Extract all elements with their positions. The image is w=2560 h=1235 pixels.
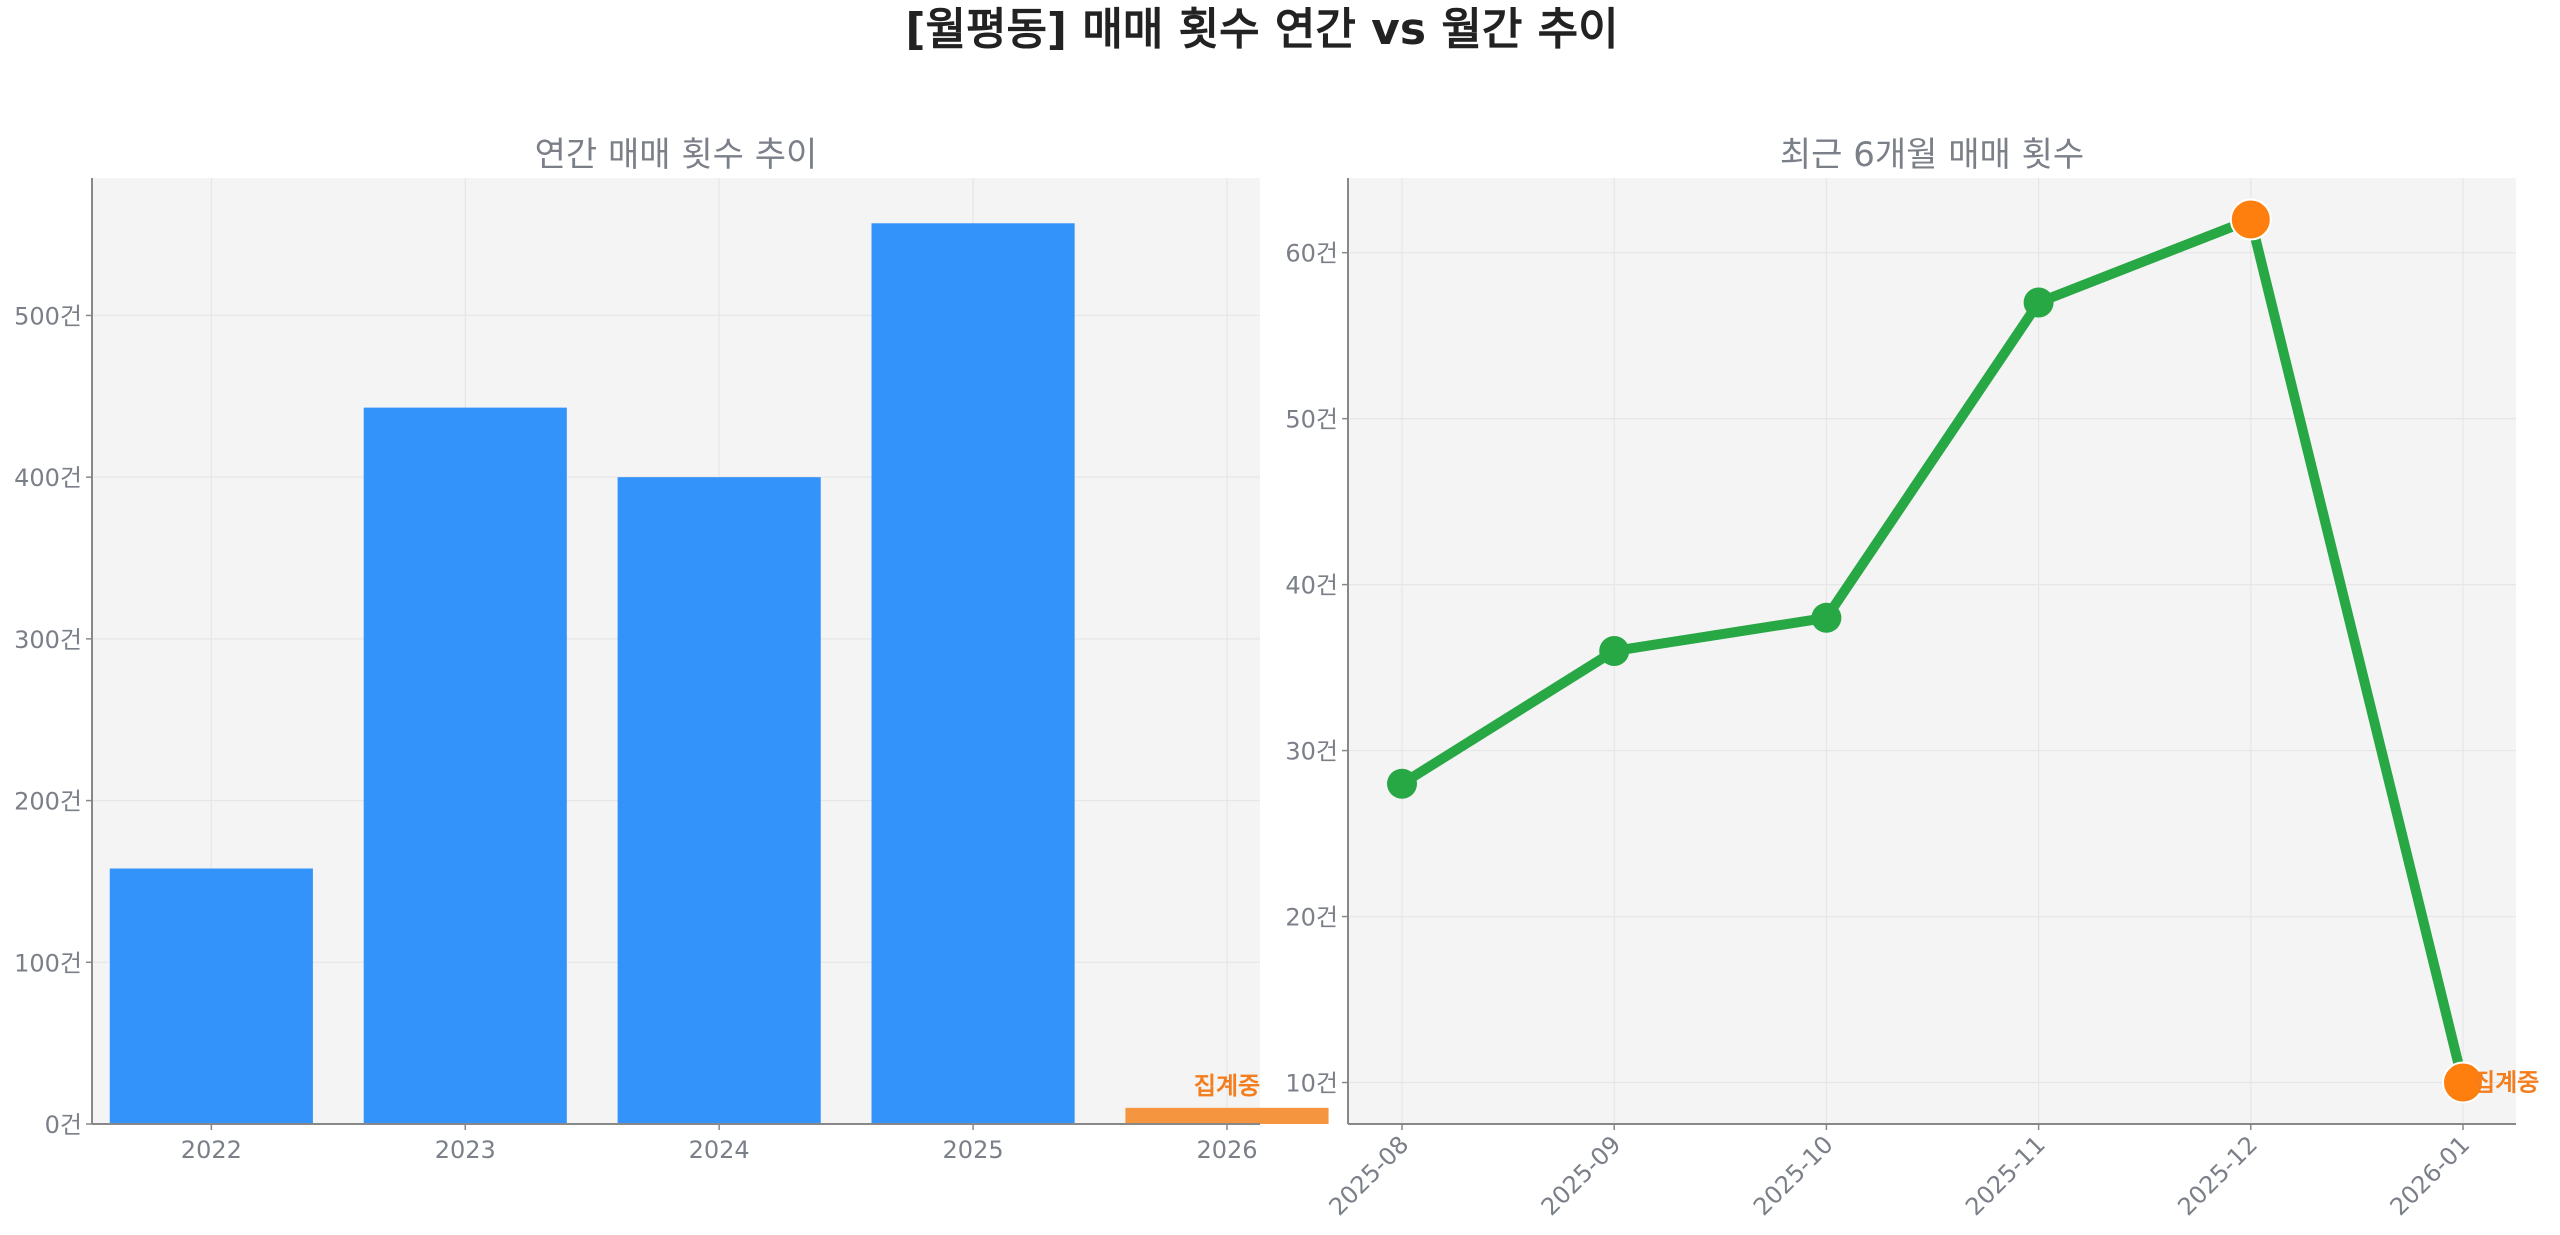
monthly-y-ticks: 10건 20건 30건 40건 50건 60건	[1285, 240, 1348, 1098]
monthly-x-tick-label: 2025-08	[1324, 1130, 1415, 1221]
annual-x-tick-label: 2022	[181, 1136, 242, 1164]
annual-y-ticks: 0건 100건 200건 300건 400건 500건	[14, 302, 92, 1139]
annual-y-tick-label: 100건	[14, 949, 82, 977]
point-highlight-2026-01	[2442, 1061, 2484, 1104]
annual-annotation: 집계중	[1194, 1072, 1260, 1100]
annual-axes	[91, 178, 1260, 1125]
monthly-x-tick-label: 2025-11	[1960, 1130, 2051, 1221]
monthly-plot-area	[1348, 178, 2516, 1124]
point-2025-08	[1387, 768, 1417, 799]
point-2025-09	[1599, 636, 1630, 666]
annual-x-tick-label: 2026	[1196, 1136, 1257, 1164]
point-highlight-2025-12	[2229, 198, 2272, 241]
monthly-y-tick-label: 20건	[1285, 904, 1338, 932]
annual-bars	[109, 223, 1329, 1125]
bar-2026	[1125, 1107, 1329, 1124]
monthly-x-tick-label: 2025-09	[1536, 1130, 1627, 1221]
bar-2023	[363, 407, 567, 1125]
monthly-axes	[1347, 178, 2516, 1125]
monthly-series-line	[1399, 214, 2468, 1084]
monthly-x-tick-label: 2025-12	[2172, 1130, 2263, 1221]
monthly-x-tick-label: 2025-10	[1748, 1130, 1839, 1221]
monthly-annotation: 집계중	[2473, 1069, 2539, 1097]
monthly-y-tick-label: 50건	[1285, 406, 1338, 434]
annual-x-tick-label: 2025	[943, 1136, 1004, 1164]
point-2025-10	[1811, 602, 1842, 633]
monthly-chart-title: 최근 6개월 매매 횟수	[1780, 135, 2084, 175]
monthly-y-tick-label: 30건	[1285, 738, 1338, 766]
bar-2024	[617, 477, 821, 1125]
annual-chart-title: 연간 매매 횟수 추이	[535, 135, 818, 175]
annual-y-tick-label: 400건	[14, 464, 82, 492]
annual-x-tick-label: 2023	[435, 1136, 496, 1164]
monthly-gridlines	[1348, 178, 2516, 1124]
monthly-points	[1387, 198, 2484, 1104]
monthly-y-tick-label: 10건	[1285, 1070, 1338, 1098]
monthly-x-tick-label: 2026-01	[2385, 1130, 2476, 1221]
monthly-y-tick-label: 60건	[1285, 240, 1338, 268]
annual-x-ticks: 2022 2023 2024 2025 2026	[181, 1124, 1258, 1164]
bar-2025	[871, 223, 1075, 1124]
point-2025-11	[2023, 287, 2054, 318]
annual-x-tick-label: 2024	[689, 1136, 750, 1164]
annual-y-tick-label: 0건	[45, 1111, 82, 1139]
monthly-y-tick-label: 40건	[1285, 572, 1338, 600]
monthly-x-ticks: 2025-08 2025-09 2025-10 2025-11 2025-12 2026-…	[1324, 1124, 2476, 1221]
annual-y-tick-label: 200건	[14, 788, 82, 816]
figure-title: [월평동] 매매 횟수 연간 vs 월간 추이	[905, 4, 1618, 55]
annual-y-tick-label: 300건	[14, 626, 82, 654]
monthly-line-chart: 10건 20건 30건 40건 50건 60건 2025-08 2025-09 2025-10…	[1285, 135, 2539, 1221]
annual-y-tick-label: 500건	[14, 302, 82, 330]
bar-2022	[109, 868, 313, 1124]
